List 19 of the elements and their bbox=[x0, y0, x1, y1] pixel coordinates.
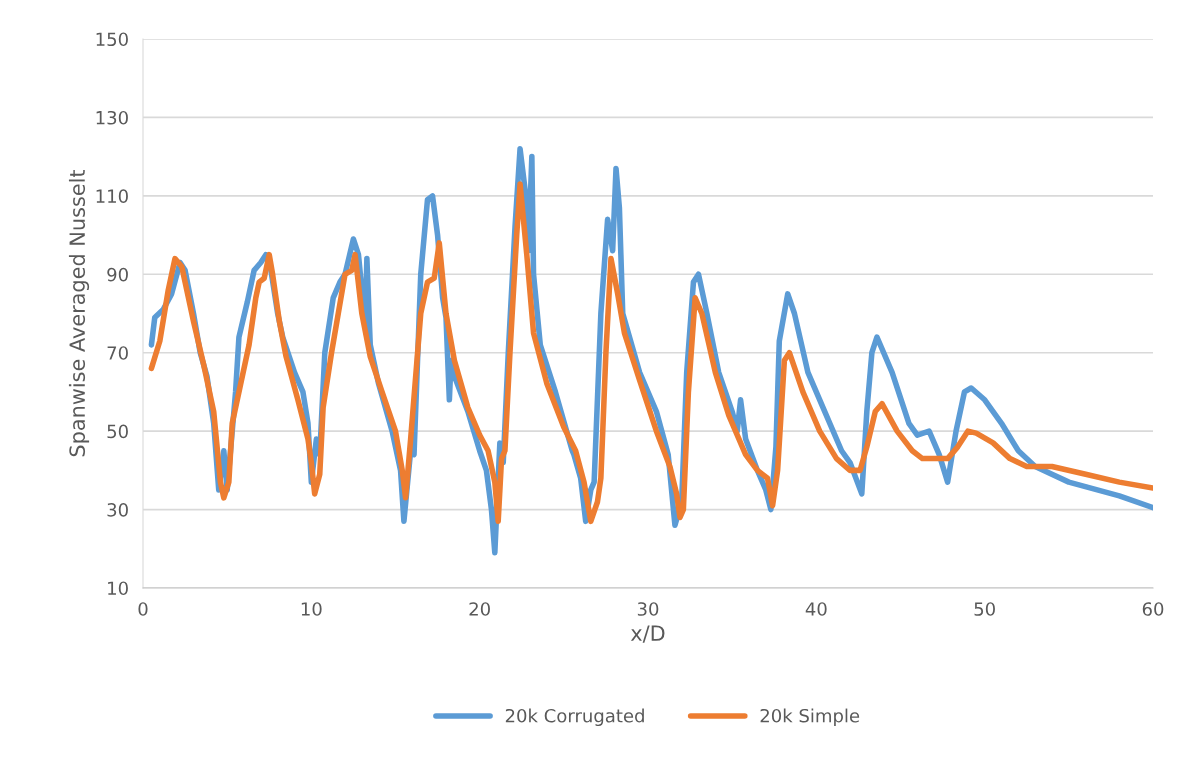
y-tick-label: 10 bbox=[108, 581, 128, 596]
y-tick-label: 90 bbox=[107, 267, 128, 282]
x-axis-title: x/D bbox=[630, 625, 665, 643]
y-tick-label: 30 bbox=[107, 503, 128, 517]
x-tick-label: 50 bbox=[974, 602, 995, 616]
legend-label: 20k Corrugated bbox=[505, 708, 644, 727]
y-tick-label: 150 bbox=[96, 32, 128, 47]
y-tick-label: 70 bbox=[107, 346, 128, 360]
y-axis-title: Spanwise Averaged Nusselt bbox=[68, 169, 90, 457]
x-tick-label: 20 bbox=[469, 602, 490, 616]
y-tick-label: 110 bbox=[96, 189, 128, 203]
x-tick-label: 0 bbox=[138, 602, 148, 616]
legend-label: 20k Simple bbox=[760, 708, 860, 727]
y-tick-label: 130 bbox=[96, 110, 128, 125]
x-tick-label: 40 bbox=[805, 602, 827, 616]
y-tick-label: 50 bbox=[107, 424, 128, 439]
x-tick-label: 10 bbox=[301, 602, 322, 616]
x-tick-label: 60 bbox=[1142, 602, 1164, 616]
x-tick-label: 30 bbox=[637, 602, 659, 616]
